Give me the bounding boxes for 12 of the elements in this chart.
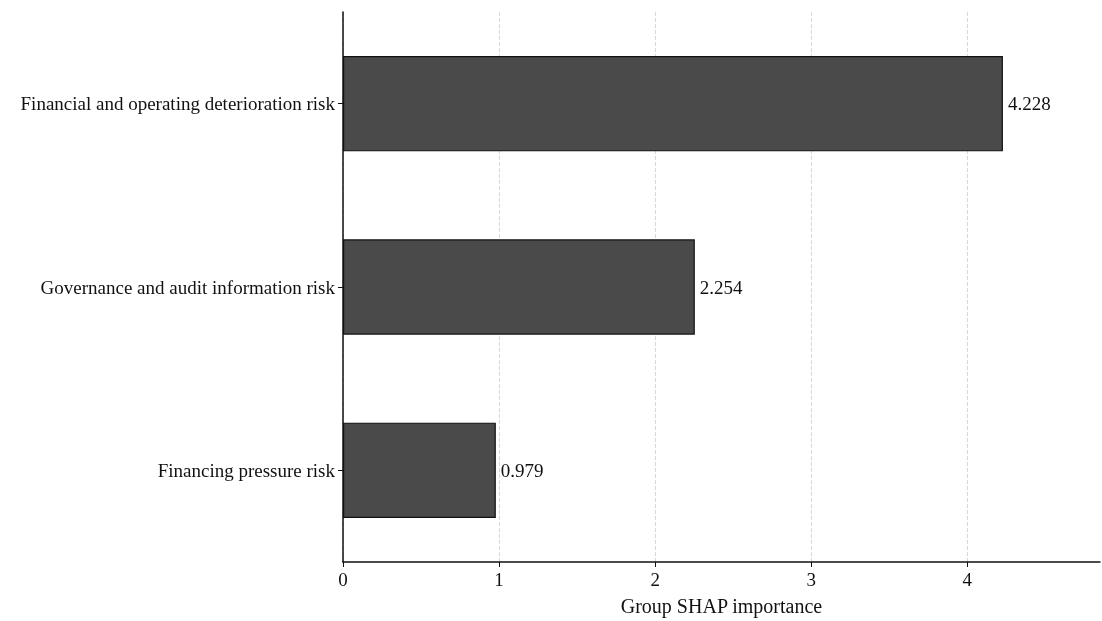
x-tick-label: 4	[962, 569, 973, 590]
data-label: 4.228	[1007, 93, 1051, 115]
y-tick-label: Financing pressure risk	[157, 459, 336, 481]
y-tick-label: Financial and operating deterioration risk	[20, 93, 336, 115]
data-label: 2.254	[699, 276, 744, 298]
x-tick-label: 1	[494, 569, 504, 590]
x-axis-title: Group SHAP importance	[620, 595, 823, 618]
data-label: 0.979	[500, 459, 544, 481]
x-tick-label: 0	[338, 569, 348, 590]
y-tick-label: Governance and audit information risk	[40, 276, 336, 298]
x-tick-label: 3	[806, 569, 816, 590]
x-tick-label: 2	[650, 569, 660, 590]
